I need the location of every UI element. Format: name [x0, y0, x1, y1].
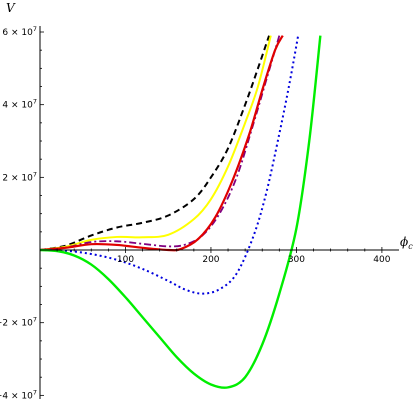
series-line-2: [40, 35, 272, 252]
x-tick-label: 400: [373, 255, 390, 265]
y-axis-title: V: [6, 1, 16, 15]
series-line-4: [40, 35, 284, 252]
y-tick-label: −4 × 107: [0, 388, 37, 401]
y-tick-label: 2 × 107: [2, 170, 37, 183]
x-axis-title-main: ϕ: [400, 235, 408, 249]
series-line-5: [40, 35, 300, 295]
series-line-6: [40, 35, 322, 389]
x-tick-label: 100: [117, 255, 134, 265]
x-tick-label: 200: [202, 255, 219, 265]
x-axis-title-subscript: c: [408, 242, 413, 251]
y-tick-exponent: 7: [33, 388, 37, 396]
y-tick-mantissa: 2 × 10: [2, 173, 33, 183]
y-tick-exponent: 7: [33, 98, 37, 106]
x-tick-label: 300: [288, 255, 305, 265]
series-line-1: [40, 35, 271, 252]
y-tick-label: 6 × 107: [2, 25, 37, 38]
y-tick-exponent: 7: [33, 170, 37, 178]
y-tick-mantissa: −2 × 10: [0, 319, 33, 329]
series-layer: [40, 35, 322, 389]
y-tick-label: 4 × 107: [2, 98, 37, 111]
axes-layer: [39, 26, 399, 399]
y-tick-mantissa: 4 × 10: [2, 101, 33, 111]
y-tick-label: −2 × 107: [0, 316, 37, 329]
y-tick-exponent: 7: [33, 25, 37, 33]
y-tick-mantissa: −4 × 10: [0, 391, 33, 401]
x-axis-title: ϕc: [400, 235, 413, 251]
y-tick-exponent: 7: [33, 316, 37, 324]
y-tick-mantissa: 6 × 10: [2, 28, 33, 38]
